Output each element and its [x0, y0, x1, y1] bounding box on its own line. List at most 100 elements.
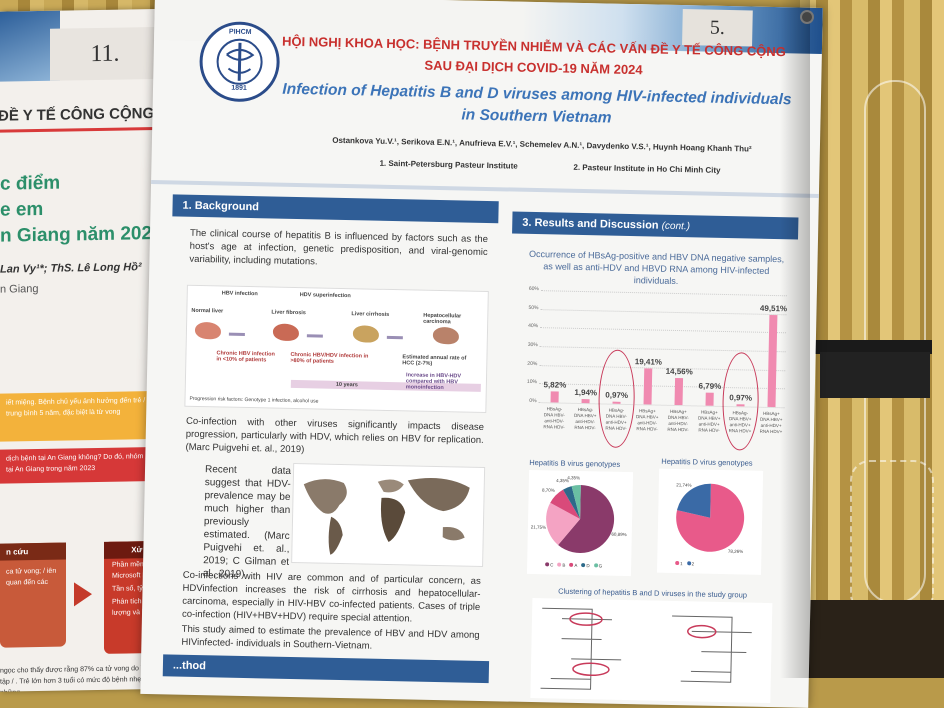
- left-poster-affiliation: n Giang: [0, 283, 39, 296]
- curtain-right: [800, 0, 944, 678]
- pin-icon: [800, 10, 814, 24]
- pie-slice-label: 4,35%: [556, 478, 569, 483]
- pie2-title: Hepatitis D virus genotypes: [661, 456, 753, 468]
- pie-slice: [571, 485, 581, 520]
- phylogenetic-tree: [530, 598, 773, 704]
- results-heading-suffix: (cont.): [661, 220, 691, 233]
- pie-slice: [550, 489, 581, 520]
- world-map-icon: [303, 477, 470, 555]
- left-title-line: c điểm: [0, 172, 61, 195]
- method-box-text: ca tử vong; / iên quan đến các: [6, 567, 57, 587]
- affiliation-1: 1. Saint-Petersburg Pasteur Institute: [379, 158, 518, 171]
- hbv-genotype-pie: 60,89% 21,75% 8,70% 4,35% 4,35% C B A D G: [526, 469, 634, 577]
- lab-stand-base: [800, 600, 944, 678]
- liver-fibrosis-icon: [272, 323, 300, 342]
- arrow-icon: [228, 332, 245, 336]
- background-paragraph-3: Recent data suggest that HDV-prevalence …: [202, 464, 292, 581]
- left-poster-method-box: n cứu ca tử vong; / iên quan đến các: [0, 542, 66, 648]
- infographic-label: 10 years: [335, 381, 358, 389]
- left-poster-authors: Lan Vy¹*; ThS. Lê Long Hồ²: [0, 261, 142, 276]
- infographic-label: Normal liver: [191, 307, 224, 315]
- pie-slice-label: 21,75%: [531, 525, 546, 530]
- pie-slice: [677, 483, 711, 518]
- arrow-icon: [74, 582, 92, 607]
- lab-stand: [812, 340, 932, 354]
- background-paragraph-2: Co-infection with other viruses signific…: [185, 415, 485, 456]
- pie-svg: 60,89%21,75%8,70%4,35%4,35%: [531, 475, 627, 554]
- pie-slice-label: 78,26%: [728, 549, 743, 554]
- pie-slice-label: 8,70%: [542, 488, 555, 493]
- main-poster: 5. PIHCM 1891 HỘI NGHỊ KHOA HỌC: BỆNH TR…: [140, 0, 823, 708]
- arrow-icon: [386, 335, 403, 340]
- x-tick-label: HBsAg+ DNA HBV+ anti-HDV- RNA HDV-: [635, 408, 659, 432]
- pie1-title: Hepatitis B virus genotypes: [529, 457, 621, 469]
- background-paragraph-1: The clinical course of hepatitis B is in…: [189, 227, 489, 268]
- occurrence-bar-chart: 0% 10% 20% 30% 40% 50% 60% 5,82% HBsAg- DNA HBV-…: [518, 282, 791, 451]
- gridline: [540, 308, 787, 315]
- infographic-label: Hepatocellular carcinoma: [423, 312, 462, 326]
- pie-slice: [563, 486, 581, 520]
- legend-item: D: [581, 563, 590, 568]
- x-tick-label: HBsAg+ DNA HBV+ anti-HDV+ RNA HDV-: [697, 409, 721, 433]
- infographic-label: Liver fibrosis: [271, 309, 306, 317]
- x-tick-label: HBsAg+ DNA HBV- anti-HDV- RNA HDV-: [667, 408, 689, 433]
- infographic-label: Chronic HBV/HDV infection in >80% of pat…: [290, 351, 369, 365]
- pie-slice-label: 21,74%: [676, 482, 691, 487]
- pasteur-logo: PIHCM 1891: [198, 20, 281, 103]
- liver-normal-icon: [194, 321, 222, 340]
- highlight-ellipse: [721, 351, 760, 451]
- y-tick-label: 0%: [529, 397, 537, 405]
- y-tick-label: 50%: [528, 304, 539, 311]
- bar: [705, 392, 714, 406]
- y-tick-label: 30%: [527, 341, 538, 349]
- infographic-label: Estimated annual rate of HCC (2-7%): [402, 354, 467, 367]
- risk-factors: Progression risk factors: Genotype 1 inf…: [189, 395, 319, 405]
- bar: [674, 377, 684, 406]
- pie-svg: 78,26% 21,74%: [676, 482, 745, 554]
- results-heading: 3. Results and Discussion (cont.): [512, 211, 799, 240]
- y-tick-label: 20%: [527, 360, 538, 367]
- pie-slice-label: 60,89%: [611, 532, 626, 537]
- legend-item: 2: [686, 561, 694, 566]
- phylo-tree-icon: [540, 607, 752, 690]
- logo-emblem-icon: [216, 38, 263, 85]
- gridline: [540, 290, 787, 297]
- gridline: [539, 346, 786, 353]
- background-heading: 1. Background: [172, 194, 499, 224]
- pie-slice-label: 4,35%: [567, 475, 580, 480]
- bar-value-label: 19,41%: [634, 356, 663, 367]
- hbv-hdv-infographic: HBV infection HDV superinfection Normal …: [184, 284, 489, 414]
- legend-item: G: [593, 563, 602, 568]
- arrow-icon: [306, 334, 323, 338]
- liver-cirrhosis-icon: [352, 325, 380, 343]
- left-title-line: e em: [0, 198, 44, 221]
- glass-coil: [850, 460, 934, 614]
- y-tick-label: 60%: [528, 285, 539, 293]
- bar: [643, 368, 653, 405]
- poster-title: Infection of Hepatitis B and D viruses a…: [276, 79, 797, 134]
- legend-item: C: [545, 562, 553, 567]
- affiliation-2: 2. Pasteur Institute in Ho Chi Minh City: [573, 162, 721, 175]
- affiliations: 1. Saint-Petersburg Pasteur Institute 2.…: [262, 156, 822, 175]
- infographic-label: HDV superinfection: [299, 292, 351, 300]
- pie-slice: [546, 502, 581, 545]
- liver-hcc-icon: [432, 326, 460, 345]
- bar: [581, 399, 590, 404]
- results-heading-text: 3. Results and Discussion: [522, 216, 659, 232]
- y-tick-label: 40%: [528, 323, 539, 330]
- method-heading: ...thod: [162, 654, 490, 684]
- authors: Ostankova Yu.V.¹, Serikova E.N.¹, Anufri…: [332, 135, 752, 154]
- pie-slice: [558, 485, 615, 554]
- background-paragraph-4: Co-infections with HIV are common and of…: [181, 569, 481, 625]
- lab-stand-clamp: [820, 352, 930, 398]
- poster-shadow: [780, 0, 810, 678]
- legend-item: B: [557, 562, 565, 568]
- left-title-line: n Giang năm 2023: [0, 222, 163, 247]
- left-poster-header: ĐỀ Y TẾ CÔNG CỘNG: [0, 104, 155, 125]
- bar: [767, 314, 778, 408]
- method-box-head: n cứu: [0, 542, 66, 561]
- world-prevalence-map: [291, 462, 486, 567]
- infographic-label: Increase in HBV-HDV compared with HBV mo…: [405, 372, 462, 392]
- background-paragraph-5: This study aimed to estimate the prevale…: [181, 623, 480, 652]
